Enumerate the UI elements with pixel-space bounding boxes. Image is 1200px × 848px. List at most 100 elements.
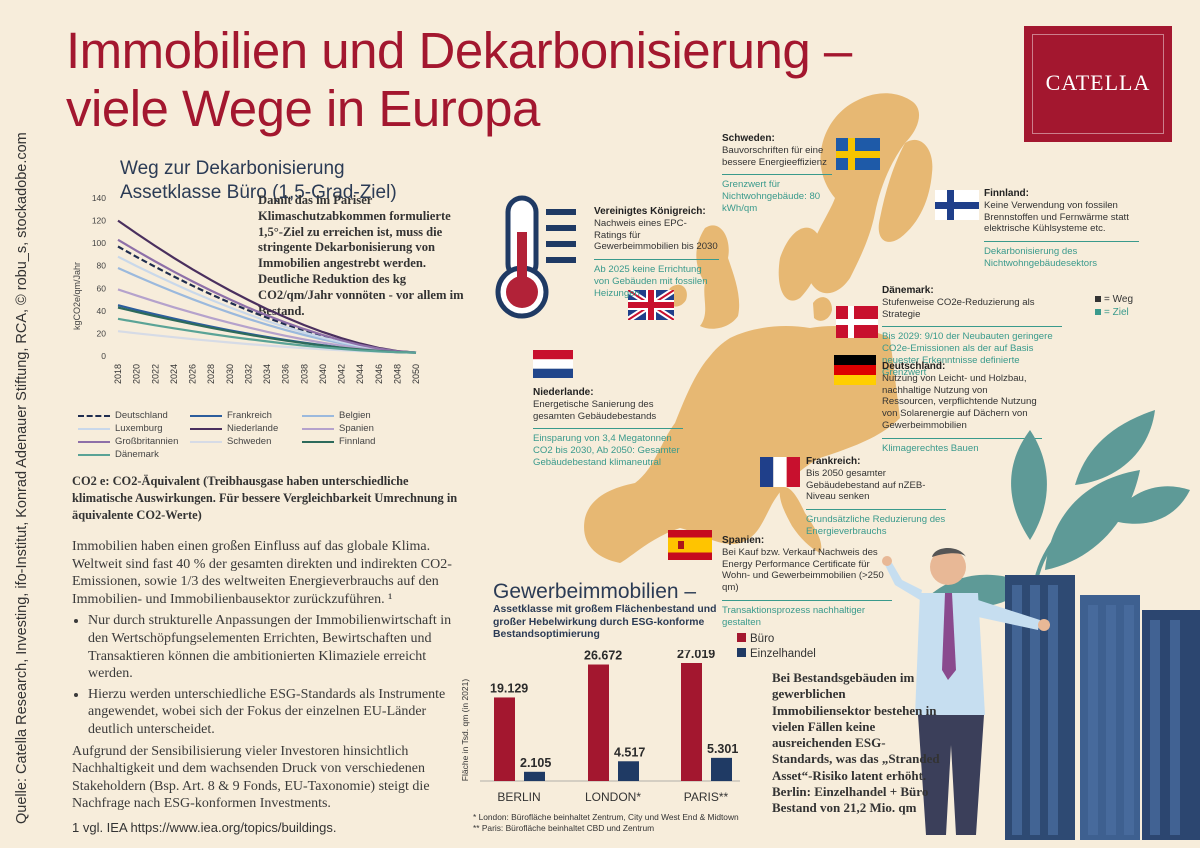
legend-swatch bbox=[78, 440, 110, 443]
legend-swatch-buero bbox=[737, 633, 746, 642]
country-name: Spanien: bbox=[722, 535, 765, 546]
legend-swatch bbox=[190, 427, 222, 430]
bullet-item: Hierzu werden unterschiedliche ESG-Stand… bbox=[88, 686, 472, 739]
bar-value-label: 4.517 bbox=[614, 745, 645, 759]
bar-büro-0 bbox=[494, 697, 515, 781]
y-tick-label: 100 bbox=[92, 238, 106, 248]
x-tick-label: 2038 bbox=[299, 364, 309, 384]
country-ziel: Transaktionsprozess nachhaltiger gestalt… bbox=[722, 599, 892, 629]
gewerbe-subtitle: Assetklasse mit großem Flächenbestand un… bbox=[493, 604, 717, 640]
country-weg: Stufenweise CO2e-Reduzierung als Strateg… bbox=[882, 296, 1035, 320]
y-tick-label: 60 bbox=[97, 283, 107, 293]
x-tick-label: 2050 bbox=[411, 364, 421, 384]
page-title: Immobilien und Dekarbonisierung – viele … bbox=[66, 22, 926, 138]
title-line-2: viele Wege in Europa bbox=[66, 80, 540, 137]
legend-item: Finnland bbox=[302, 436, 375, 447]
country-name: Schweden: bbox=[722, 133, 775, 144]
legend-label: Deutschland bbox=[115, 410, 168, 421]
legend-label: Großbritannien bbox=[115, 436, 179, 447]
country-uk: Vereinigtes Königreich: Nachweis eines E… bbox=[594, 206, 719, 300]
series-line-deutschland bbox=[117, 245, 417, 354]
legend-swatch-ziel bbox=[1095, 309, 1101, 315]
bar-büro-2 bbox=[681, 663, 702, 781]
legend-swatch bbox=[190, 440, 222, 443]
country-ziel: Dekarbonisierung des Nichtwohngebäudesek… bbox=[984, 241, 1139, 270]
legend-item: Großbritannien bbox=[78, 436, 178, 447]
country-netherlands: Niederlande: Energetische Sanierung des … bbox=[533, 387, 683, 469]
bar-y-axis-label: Fläche in Tsd. qm (in 2021) bbox=[460, 679, 470, 782]
country-ziel: Grundsätzliche Reduzierung des Energieve… bbox=[806, 509, 946, 538]
x-tick-label: 2042 bbox=[337, 364, 347, 384]
bullet-item: Nur durch strukturelle Anpassungen der I… bbox=[88, 612, 472, 682]
gewerbe-title: Gewerbeimmobilien – bbox=[493, 580, 697, 603]
y-tick-label: 20 bbox=[97, 328, 107, 338]
country-weg: Bei Kauf bzw. Verkauf Nachweis des Energ… bbox=[722, 546, 884, 594]
x-tick-label: 2022 bbox=[150, 364, 160, 384]
france-flag-icon bbox=[760, 457, 800, 487]
country-ziel: Einsparung von 3,4 Megatonnen CO2 bis 20… bbox=[533, 428, 683, 468]
legend-label: Luxemburg bbox=[115, 423, 163, 434]
line-chart-legend: Deutschland Frankreich Belgien Luxemburg Nie… bbox=[78, 410, 408, 465]
legend-swatch-weg bbox=[1095, 296, 1101, 302]
legend-swatch bbox=[78, 453, 110, 456]
title-line-1: Immobilien und Dekarbonisierung – bbox=[66, 22, 852, 79]
bar-category-label: LONDON* bbox=[585, 790, 641, 804]
body-text: Immobilien haben einen großen Einfluss a… bbox=[72, 538, 472, 817]
legend-item: Luxemburg bbox=[78, 423, 163, 434]
legend-item: Belgien bbox=[302, 410, 371, 421]
series-line-großbritannien bbox=[117, 238, 417, 354]
country-ziel: Bis 2029: 9/10 der Neubauten geringere C… bbox=[882, 326, 1062, 378]
x-tick-label: 2028 bbox=[206, 364, 216, 384]
country-name: Vereinigtes Königreich: bbox=[594, 206, 706, 217]
country-ziel: Klimagerechtes Bauen bbox=[882, 437, 1042, 455]
x-tick-label: 2036 bbox=[281, 364, 291, 384]
bar-einzelhandel-2 bbox=[711, 757, 732, 781]
x-tick-label: 2032 bbox=[243, 364, 253, 384]
y-tick-label: 0 bbox=[101, 351, 106, 361]
legend-swatch bbox=[78, 414, 110, 417]
bar-legend: Büro Einzelhandel bbox=[737, 632, 816, 662]
country-weg: Bauvorschriften für eine bessere Energie… bbox=[722, 144, 827, 168]
footnote-paris: ** Paris: Bürofläche beinhaltet CBD und … bbox=[473, 823, 655, 834]
line-chart-description: Damit das im Pariser Klimaschutzabkommen… bbox=[258, 193, 464, 318]
logo-text: CATELLA bbox=[1045, 70, 1151, 95]
legend-item: Dänemark bbox=[78, 449, 159, 460]
bar-value-label: 5.301 bbox=[707, 742, 738, 756]
x-tick-label: 2034 bbox=[262, 364, 272, 384]
legend-item: Deutschland bbox=[78, 410, 168, 421]
y-tick-label: 40 bbox=[97, 306, 107, 316]
legend-weg: = Weg bbox=[1104, 294, 1133, 305]
catella-logo: CATELLA bbox=[1024, 26, 1172, 142]
bullet-list: Nur durch strukturelle Anpassungen der I… bbox=[72, 612, 472, 738]
country-weg: Bis 2050 gesamter Gebäudebestand auf nZE… bbox=[806, 467, 926, 503]
buildings-illustration bbox=[930, 410, 1200, 840]
footnote-london: * London: Bürofläche beinhaltet Zentrum,… bbox=[473, 812, 739, 822]
bar-category-label: BERLIN bbox=[497, 790, 540, 804]
country-sweden: Schweden: Bauvorschriften für eine besse… bbox=[722, 133, 832, 215]
legend-label: Spanien bbox=[339, 423, 374, 434]
bar-value-label: 19.129 bbox=[490, 681, 528, 695]
x-tick-label: 2020 bbox=[132, 364, 142, 384]
paragraph-investors: Aufgrund der Sensibilisierung vieler Inv… bbox=[72, 743, 430, 812]
x-tick-label: 2026 bbox=[188, 364, 198, 384]
finland-flag-icon bbox=[935, 190, 979, 220]
map-legend: = Weg = Ziel bbox=[1095, 293, 1133, 319]
series-line-niederlande bbox=[117, 219, 417, 354]
country-denmark: Dänemark: Stufenweise CO2e-Reduzierung a… bbox=[882, 285, 1062, 379]
legend-swatch bbox=[190, 414, 222, 417]
country-germany: Deutschland: Nutzung von Leicht- und Hol… bbox=[882, 361, 1042, 455]
uk-flag-icon bbox=[628, 290, 674, 320]
bar-einzelhandel-1 bbox=[618, 761, 639, 781]
country-name: Dänemark: bbox=[882, 285, 934, 296]
legend-buero: Büro bbox=[750, 633, 775, 645]
x-tick-label: 2046 bbox=[374, 364, 384, 384]
legend-swatch bbox=[78, 427, 110, 430]
bar-footnotes: * London: Bürofläche beinhaltet Zentrum,… bbox=[473, 812, 739, 835]
country-name: Deutschland: bbox=[882, 361, 946, 372]
y-tick-label: 80 bbox=[97, 261, 107, 271]
legend-item: Schweden bbox=[190, 436, 271, 447]
germany-flag-icon bbox=[834, 355, 876, 385]
legend-item: Spanien bbox=[302, 423, 374, 434]
x-tick-label: 2024 bbox=[169, 364, 179, 384]
